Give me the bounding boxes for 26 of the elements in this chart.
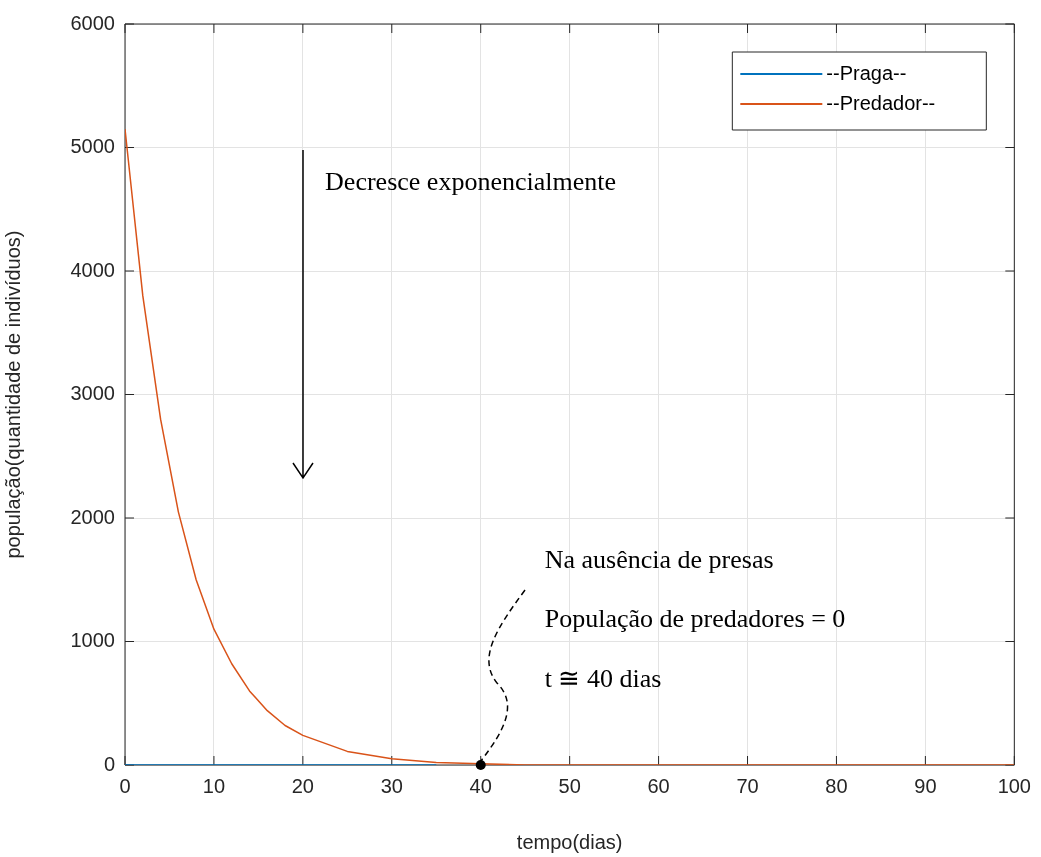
y-axis-title: população(quantidade de indivíduos)	[1, 230, 24, 559]
y-tick-label: 3000	[70, 382, 115, 405]
y-tick-label: 5000	[70, 135, 115, 158]
annotation: Na ausência de presas	[544, 545, 774, 575]
legend-label: --Predador--	[826, 91, 936, 114]
x-tick-label: 100	[997, 774, 1031, 797]
legend-label: --Praga--	[826, 61, 907, 84]
x-tick-label: 80	[825, 774, 848, 797]
y-tick-label: 4000	[70, 258, 115, 281]
annotation: t ≅ 40 dias	[544, 663, 662, 693]
x-tick-label: 40	[469, 774, 492, 797]
y-tick-label: 0	[103, 752, 115, 775]
x-tick-label: 30	[380, 774, 403, 797]
x-tick-label: 60	[647, 774, 670, 797]
x-tick-label: 0	[119, 774, 131, 797]
x-tick-label: 20	[291, 774, 314, 797]
x-tick-label: 90	[914, 774, 937, 797]
x-tick-label: 10	[202, 774, 226, 797]
annotation: População de predadores = 0	[544, 604, 846, 634]
x-tick-label: 70	[736, 774, 759, 797]
x-tick-label: 50	[558, 774, 581, 797]
y-tick-label: 2000	[70, 505, 115, 528]
x-axis-title: tempo(dias)	[516, 830, 623, 853]
annotation: Decresce exponencialmente	[325, 167, 616, 197]
y-tick-label: 1000	[70, 629, 115, 652]
y-tick-label: 6000	[70, 11, 115, 34]
